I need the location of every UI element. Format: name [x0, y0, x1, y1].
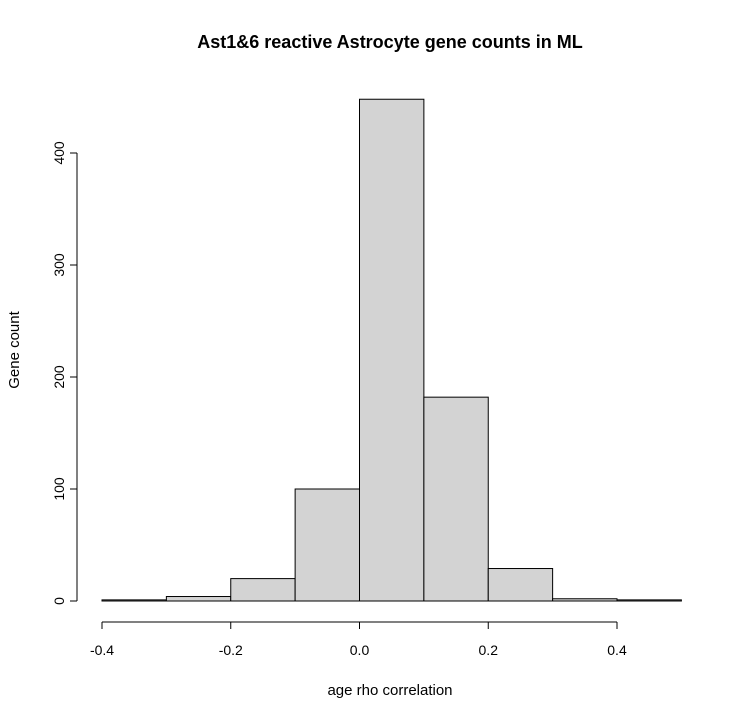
y-tick-label: 0 [51, 597, 67, 605]
histogram-bars [101, 98, 682, 602]
x-axis: -0.4 -0.2 0.0 0.2 0.4 [90, 621, 627, 658]
histogram-bar [294, 488, 360, 602]
x-tick-label: -0.4 [90, 642, 114, 658]
y-tick-label: 300 [51, 253, 67, 277]
x-tick-label: 0.4 [607, 642, 627, 658]
y-tick-label: 400 [51, 141, 67, 165]
histogram-bar [165, 596, 232, 602]
histogram-bar [230, 578, 296, 602]
y-axis: 0 100 200 300 400 [51, 141, 78, 605]
histogram-bar [101, 599, 167, 602]
x-tick-label: 0.2 [479, 642, 499, 658]
histogram-bar [616, 599, 682, 602]
x-tick-label: -0.2 [219, 642, 243, 658]
y-tick-label: 100 [51, 477, 67, 501]
chart-title: Ast1&6 reactive Astrocyte gene counts in… [197, 32, 582, 52]
histogram-bar [552, 598, 618, 602]
histogram-bar [359, 98, 425, 602]
y-tick-label: 200 [51, 365, 67, 389]
histogram-bar [487, 568, 554, 602]
x-axis-label: age rho correlation [327, 682, 452, 699]
histogram-bar [423, 396, 489, 602]
y-axis-label: Gene count [6, 310, 23, 388]
x-tick-label: 0.0 [350, 642, 370, 658]
